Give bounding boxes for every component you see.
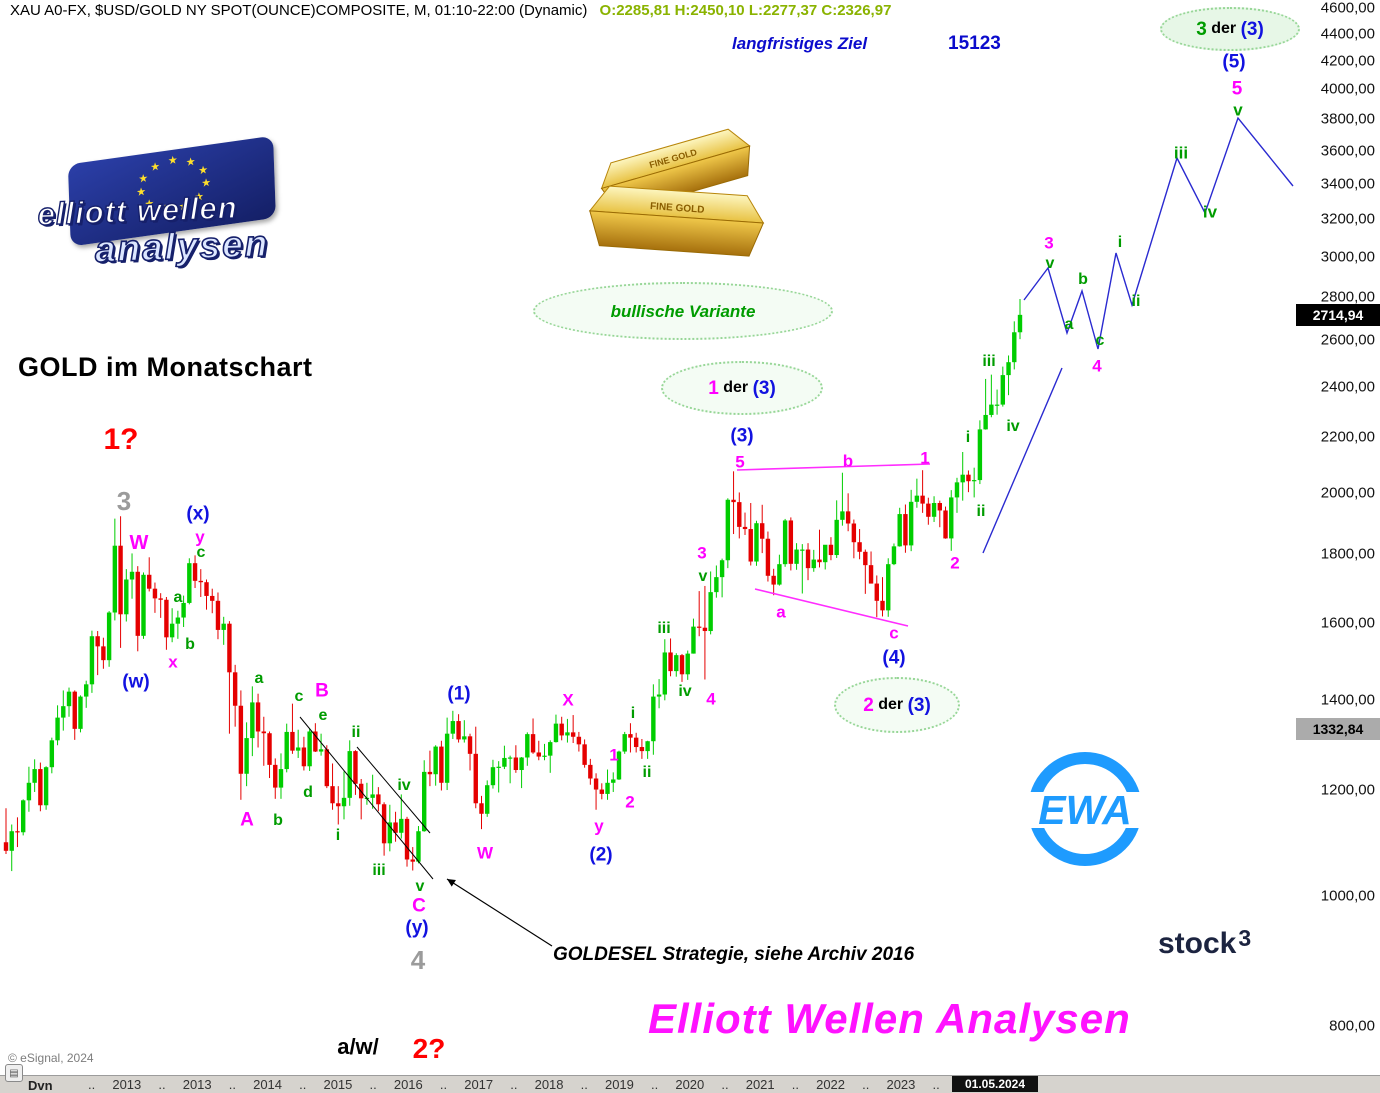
strategy-note: GOLDESEL Strategie, siehe Archiv 2016 (553, 944, 915, 965)
star-icon: ★ (185, 155, 196, 169)
price-tick: 3800,00 (1320, 110, 1375, 128)
star-icon: ★ (201, 177, 212, 191)
year-tick: .. (369, 1077, 377, 1092)
projection-path (1023, 116, 1294, 350)
year-tick: .. (580, 1077, 588, 1092)
long-term-target-value: 15123 (948, 33, 1001, 54)
price-tick: 4400,00 (1320, 25, 1375, 43)
brand-watermark: Elliott Wellen Analysen (648, 995, 1131, 1042)
price-tick: 800,00 (1329, 1017, 1375, 1035)
year-tick: .. (158, 1077, 166, 1092)
price-tick: 2200,00 (1320, 428, 1375, 446)
stock3-text: stock (1158, 927, 1237, 960)
price-tick: 1400,00 (1320, 691, 1375, 709)
year-tick: 2021 (745, 1077, 775, 1092)
price-tick: 4600,00 (1320, 0, 1375, 17)
candles (3, 298, 1023, 872)
chart-header: XAU A0-FX, $USD/GOLD NY SPOT(OUNCE)COMPO… (10, 2, 891, 19)
marked-level-box: 1332,84 (1296, 717, 1380, 740)
star-icon: ★ (138, 172, 149, 186)
year-tick: 2015 (323, 1077, 353, 1092)
year-tick: .. (88, 1077, 96, 1092)
year-tick: .. (439, 1077, 448, 1092)
ohlc-values: O:2285,81 H:2450,10 L:2277,37 C:2326,97 (599, 2, 892, 19)
year-tick: .. (299, 1077, 307, 1092)
current-price-box: 2714,94 (1296, 303, 1380, 326)
time-axis-years: .. 2013.. 2013.. 2014.. 2015.. 2016.. 2017.. 20… (88, 1077, 940, 1092)
logo-text-line2: analysen (93, 222, 270, 271)
star-icon: ★ (167, 154, 178, 168)
price-tick: 2600,00 (1320, 331, 1375, 349)
year-tick: 2018 (534, 1077, 564, 1092)
year-tick: .. (791, 1077, 799, 1092)
year-tick: 2019 (604, 1077, 634, 1092)
panel-toggle-icon[interactable]: ▤ (5, 1064, 23, 1082)
star-icon: ★ (150, 160, 161, 174)
annotation-arrow (446, 878, 553, 947)
svg-text:FINE GOLD: FINE GOLD (650, 201, 705, 216)
year-tick: .. (651, 1077, 659, 1092)
page-title: GOLD im Monatschart (18, 352, 313, 382)
year-tick: 2013 (112, 1077, 142, 1092)
symbol-info: XAU A0-FX, $USD/GOLD NY SPOT(OUNCE)COMPO… (10, 2, 588, 19)
price-tick: 2000,00 (1320, 484, 1375, 502)
stock3-superscript: 3 (1238, 925, 1252, 951)
elliott-wellen-logo: ★ ★ ★ ★ ★ ★ ★ ★ ★ ★ ★ elliott wellen analysen (34, 135, 319, 300)
star-icon: ★ (198, 163, 209, 178)
stock3-logo: stock3 (1158, 925, 1251, 961)
ewa-text: EWA (1038, 787, 1132, 833)
price-tick: 2400,00 (1320, 378, 1375, 396)
year-tick: 2020 (675, 1077, 705, 1092)
ewa-band (1020, 792, 1150, 828)
price-tick: 3200,00 (1320, 210, 1375, 228)
price-tick: 1800,00 (1320, 545, 1375, 563)
price-tick: 3400,00 (1320, 175, 1375, 193)
price-tick: 2800,00 (1320, 288, 1375, 306)
year-tick: .. (510, 1077, 518, 1092)
gold-bars-image: FINE GOLD FINE GOLD (570, 103, 800, 268)
price-tick: 3000,00 (1320, 248, 1375, 266)
trendlines (299, 116, 1294, 947)
year-tick: .. (721, 1077, 729, 1092)
year-tick: 2023 (886, 1077, 916, 1092)
year-tick: .. (932, 1077, 940, 1092)
price-tick: 1200,00 (1320, 781, 1375, 799)
price-tick: 4000,00 (1320, 80, 1375, 98)
corner-label: Dvn (28, 1078, 53, 1093)
last-date-box: 01.05.2024 (952, 1076, 1038, 1092)
price-tick: 4200,00 (1320, 52, 1375, 70)
price-tick: 1000,00 (1320, 887, 1375, 905)
copyright-text: © eSignal, 2024 (8, 1051, 94, 1065)
year-tick: .. (228, 1077, 236, 1092)
year-tick: .. (862, 1077, 870, 1092)
year-tick: 2017 (464, 1077, 494, 1092)
long-term-target-label: langfristiges Ziel (732, 34, 868, 53)
price-axis[interactable]: 4600,00 4400,00 4200,00 4000,00 3800,00 3600,… (1296, 0, 1380, 1075)
year-tick: 2013 (182, 1077, 212, 1092)
year-tick: 2014 (253, 1077, 283, 1092)
ewa-logo: EWA (1020, 750, 1150, 872)
year-tick: 2022 (816, 1077, 846, 1092)
year-tick: 2016 (393, 1077, 423, 1092)
price-tick: 1600,00 (1320, 614, 1375, 632)
price-tick: 3600,00 (1320, 142, 1375, 160)
